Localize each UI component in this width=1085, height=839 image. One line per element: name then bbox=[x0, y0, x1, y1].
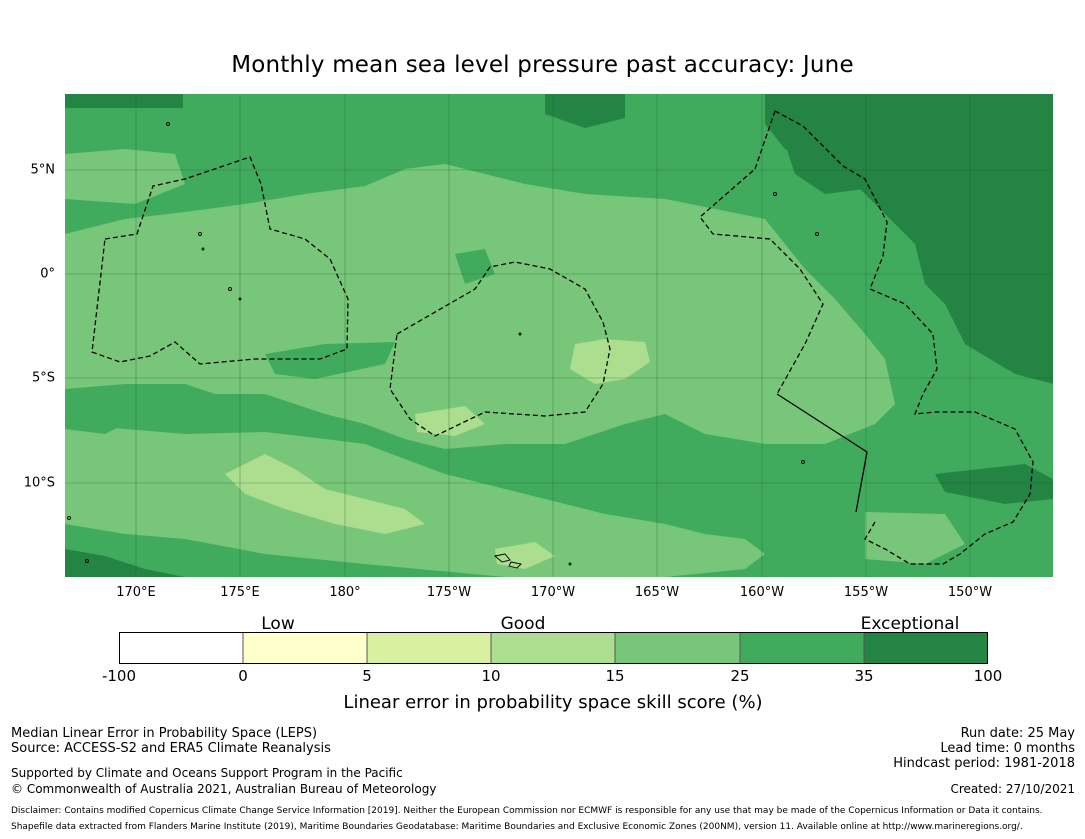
footer-shapefile: Shapefile data extracted from Flanders M… bbox=[11, 822, 1023, 832]
footer-hindcast: Hindcast period: 1981-2018 bbox=[893, 756, 1075, 771]
footer-support: Supported by Climate and Oceans Support … bbox=[11, 766, 403, 780]
footer-created: Created: 27/10/2021 bbox=[950, 782, 1075, 796]
colorbar-tick: 35 bbox=[854, 667, 874, 685]
colorbar-segment-15-25 bbox=[615, 632, 740, 664]
x-tick-180: 180° bbox=[329, 585, 361, 600]
colorbar-tick: 0 bbox=[238, 667, 248, 685]
footer-disclaimer: Disclaimer: Contains modified Copernicus… bbox=[11, 806, 1043, 816]
colorbar-segment-25-35 bbox=[740, 632, 864, 664]
eez-boundaries bbox=[91, 110, 1034, 565]
region-good-se bbox=[865, 512, 965, 564]
region-dark-north bbox=[545, 94, 625, 128]
colorbar-segment-35-100 bbox=[864, 632, 988, 664]
colorbar bbox=[119, 632, 988, 664]
region-dark-nw bbox=[65, 94, 183, 108]
eez-tokelau-samoa bbox=[389, 261, 611, 437]
colorbar-tick: -100 bbox=[101, 667, 137, 685]
footer-source: Source: ACCESS-S2 and ERA5 Climate Reana… bbox=[11, 741, 331, 756]
eez-line-islands bbox=[774, 110, 1034, 565]
eez-phoenix bbox=[699, 110, 824, 395]
map-gridlines bbox=[65, 94, 1053, 577]
y-tick-5s: 5°S bbox=[31, 370, 55, 386]
colorbar-segment-10-15 bbox=[491, 632, 615, 664]
footer-run-date: Run date: 25 May bbox=[960, 726, 1075, 741]
region-dark-se bbox=[935, 464, 1053, 504]
x-tick-165w: 165°W bbox=[634, 585, 680, 600]
colorbar-segment-5-10 bbox=[367, 632, 491, 664]
eez-solid-boundary bbox=[776, 393, 868, 513]
y-tick-10s: 10°S bbox=[23, 475, 55, 491]
skill-score-map bbox=[65, 94, 1053, 577]
x-tick-175w: 175°W bbox=[426, 585, 472, 600]
colorbar-tick: 5 bbox=[362, 667, 372, 685]
island-samoa-2 bbox=[508, 561, 522, 569]
x-tick-175e: 175°E bbox=[220, 585, 260, 600]
x-tick-170w: 170°W bbox=[530, 585, 576, 600]
x-tick-160w: 160°W bbox=[739, 585, 785, 600]
y-tick-5n: 5°N bbox=[30, 162, 56, 178]
region-light-3 bbox=[225, 454, 425, 534]
colorbar-tick: 15 bbox=[605, 667, 625, 685]
region-patch-2 bbox=[265, 342, 395, 379]
island-markers bbox=[67, 122, 819, 569]
region-dark-mid bbox=[785, 144, 865, 194]
island-samoa bbox=[494, 553, 511, 563]
colorbar-tick: 100 bbox=[973, 667, 1003, 685]
footer-lead-time: Lead time: 0 months bbox=[940, 741, 1075, 756]
x-tick-155w: 155°W bbox=[843, 585, 889, 600]
y-tick-equator: 0° bbox=[40, 266, 55, 282]
x-tick-170e: 170°E bbox=[116, 585, 156, 600]
region-good-ne bbox=[685, 224, 785, 274]
region-light-2 bbox=[415, 406, 485, 436]
colorbar-tick: 10 bbox=[481, 667, 501, 685]
eez-kiribati-gilberts bbox=[91, 156, 349, 365]
colorbar-frame bbox=[119, 632, 988, 664]
region-patch-3 bbox=[65, 389, 125, 434]
footer-copyright: © Commonwealth of Australia 2021, Austra… bbox=[11, 782, 437, 796]
colorbar-tick: 25 bbox=[730, 667, 750, 685]
colorbar-segment-neg100-0 bbox=[119, 632, 243, 664]
colorbar-segment-0-5 bbox=[243, 632, 367, 664]
x-tick-150w: 150°W bbox=[947, 585, 993, 600]
region-dark-sw bbox=[65, 549, 185, 577]
region-light-1 bbox=[570, 339, 650, 384]
colorbar-category-exceptional: Exceptional bbox=[860, 614, 960, 634]
colorbar-category-good: Good bbox=[500, 614, 546, 634]
map-title: Monthly mean sea level pressure past acc… bbox=[231, 52, 854, 78]
colorbar-label: Linear error in probability space skill … bbox=[343, 692, 763, 713]
footer-method: Median Linear Error in Probability Space… bbox=[11, 726, 318, 741]
region-good-w bbox=[65, 149, 185, 204]
region-light-4 bbox=[495, 542, 555, 569]
colorbar-category-low: Low bbox=[261, 614, 295, 634]
